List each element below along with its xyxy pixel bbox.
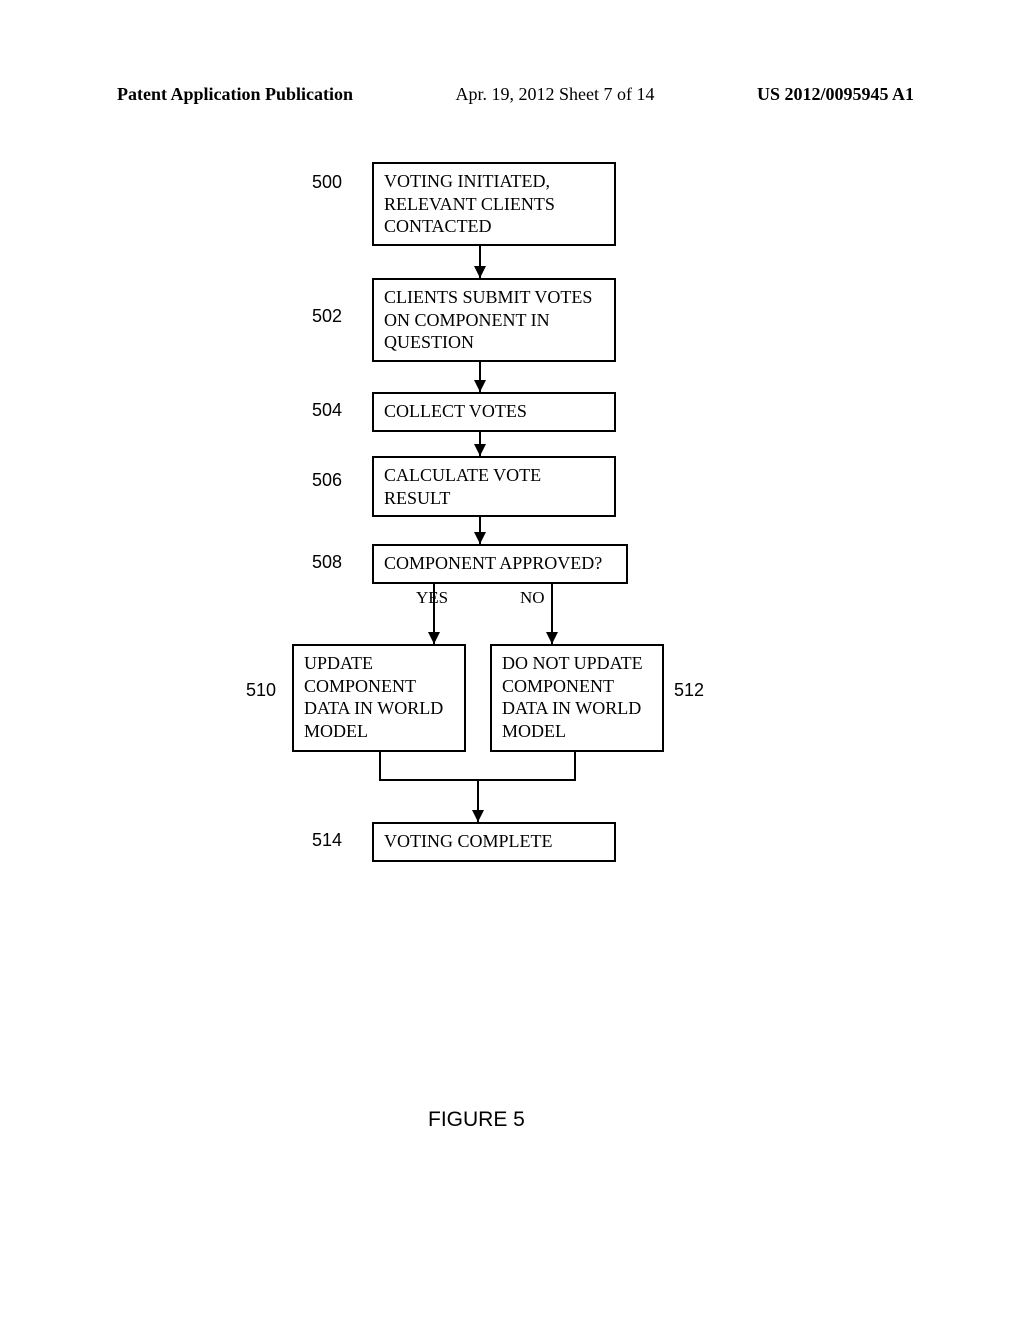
- header-publication: Patent Application Publication: [117, 84, 353, 105]
- step-text: CALCULATE VOTERESULT: [384, 465, 541, 508]
- step-voting-initiated: VOTING INITIATED,RELEVANT CLIENTSCONTACT…: [372, 162, 616, 246]
- ref-510: 510: [246, 680, 276, 701]
- ref-502: 502: [312, 306, 342, 327]
- step-text: COLLECT VOTES: [384, 401, 527, 421]
- step-clients-submit-votes: CLIENTS SUBMIT VOTESON COMPONENT INQUEST…: [372, 278, 616, 362]
- ref-506: 506: [312, 470, 342, 491]
- ref-514: 514: [312, 830, 342, 851]
- step-text: VOTING INITIATED,RELEVANT CLIENTSCONTACT…: [384, 171, 555, 236]
- ref-504: 504: [312, 400, 342, 421]
- flowchart: VOTING INITIATED,RELEVANT CLIENTSCONTACT…: [0, 150, 1024, 1050]
- decision-yes-label: YES: [416, 588, 448, 608]
- page-header: Patent Application Publication Apr. 19, …: [0, 84, 1024, 105]
- step-text: VOTING COMPLETE: [384, 831, 553, 851]
- step-text: DO NOT UPDATECOMPONENTDATA IN WORLDMODEL: [502, 653, 643, 741]
- step-voting-complete: VOTING COMPLETE: [372, 822, 616, 862]
- decision-no-label: NO: [520, 588, 545, 608]
- step-text: COMPONENT APPROVED?: [384, 553, 602, 573]
- figure-label: FIGURE 5: [428, 1108, 525, 1132]
- step-do-not-update-component: DO NOT UPDATECOMPONENTDATA IN WORLDMODEL: [490, 644, 664, 752]
- step-text: CLIENTS SUBMIT VOTESON COMPONENT INQUEST…: [384, 287, 592, 352]
- step-collect-votes: COLLECT VOTES: [372, 392, 616, 432]
- ref-508: 508: [312, 552, 342, 573]
- ref-500: 500: [312, 172, 342, 193]
- step-update-component: UPDATECOMPONENTDATA IN WORLDMODEL: [292, 644, 466, 752]
- step-text: UPDATECOMPONENTDATA IN WORLDMODEL: [304, 653, 443, 741]
- header-patent-number: US 2012/0095945 A1: [757, 84, 914, 105]
- header-date-sheet: Apr. 19, 2012 Sheet 7 of 14: [456, 84, 655, 105]
- step-component-approved: COMPONENT APPROVED?: [372, 544, 628, 584]
- step-calculate-vote-result: CALCULATE VOTERESULT: [372, 456, 616, 517]
- ref-512: 512: [674, 680, 704, 701]
